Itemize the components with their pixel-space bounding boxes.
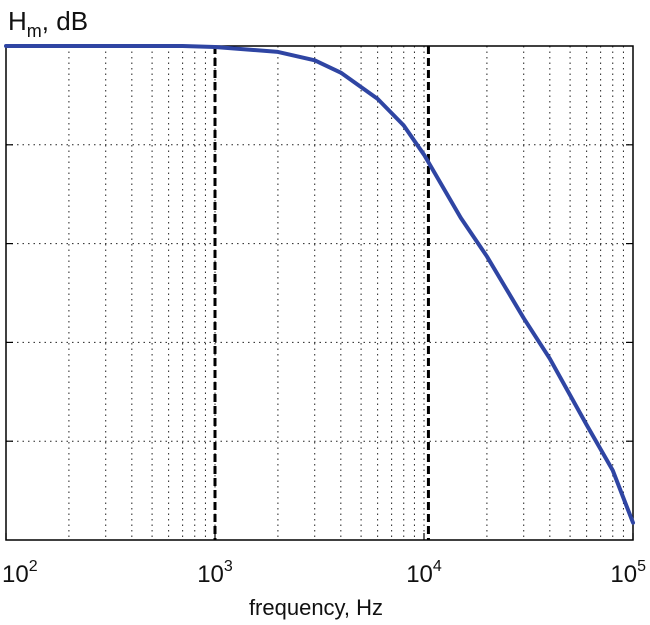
x-axis-label: frequency, Hz (249, 595, 383, 620)
x-tick-label: 104 (406, 558, 442, 588)
x-tick-label-base: 10 (197, 561, 224, 588)
x-tick-label: 105 (610, 558, 646, 588)
y-axis-label-main: H (8, 6, 27, 36)
series-line (4, 44, 635, 525)
x-tick-label-exponent: 5 (637, 558, 646, 575)
x-tick-label-exponent: 3 (224, 558, 233, 575)
plot-frame (5, 45, 634, 541)
y-axis-label-rest: , dB (42, 6, 88, 36)
major-gridlines (5, 46, 634, 540)
y-axis-label: Hm, dB (8, 6, 88, 41)
x-tick-labels: 102 103 104 105 (2, 558, 646, 588)
marker-lines (213, 46, 430, 540)
x-tick-label: 102 (2, 558, 38, 588)
x-tick-label-exponent: 4 (433, 558, 442, 575)
minor-gridlines (68, 46, 624, 540)
x-tick-label: 103 (197, 558, 233, 588)
x-tick-label-base: 10 (406, 561, 433, 588)
y-axis-label-sub: m (27, 21, 42, 41)
series-group (4, 44, 635, 525)
x-tick-label-exponent: 2 (29, 558, 38, 575)
x-tick-label-base: 10 (2, 561, 29, 588)
x-tick-label-base: 10 (610, 561, 637, 588)
